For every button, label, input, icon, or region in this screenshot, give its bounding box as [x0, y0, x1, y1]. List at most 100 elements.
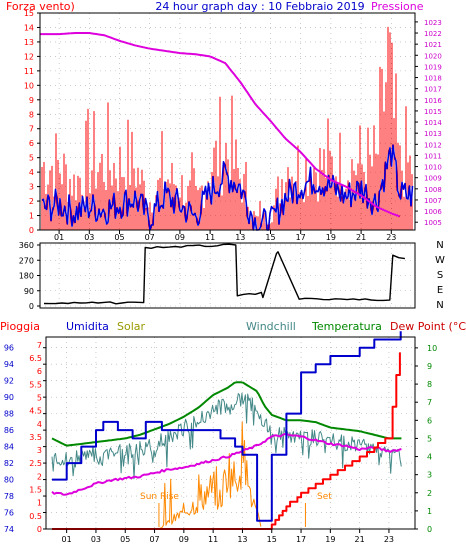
- direction-tick-label: 0: [29, 302, 34, 311]
- wind-tick-label: 1: [29, 212, 34, 221]
- pressure-tick-label: 1016: [424, 97, 442, 105]
- rain-axis-ticks: 0 0.5 1 1.5 2 2.5 3 3.5 4 4.5 5 5.5 6 6.5 7: [29, 341, 42, 534]
- legend-dew: Dew Point (°C): [390, 320, 466, 333]
- pressure-tick-label: 1018: [424, 75, 442, 83]
- humidity-tick-label: 86: [4, 426, 14, 435]
- wind-tick-label: 6: [29, 139, 34, 148]
- temperature-tick-label: 1: [427, 507, 432, 516]
- compass-label-e: E: [437, 285, 443, 296]
- p1-hour-ticks: 01 03 05 07 09 11 13 15 17 19 21 23: [54, 230, 396, 242]
- hour-label: 15: [267, 535, 277, 544]
- humidity-tick-label: 94: [4, 360, 14, 369]
- hour-label: 11: [205, 233, 215, 242]
- direction-tick-label: 90: [24, 287, 34, 296]
- wind-pressure-chart: Forza vento) 24 hour graph day : 10 Febb…: [6, 0, 442, 242]
- temperature-tick-label: 3: [427, 471, 432, 480]
- hour-label: 19: [325, 535, 335, 544]
- p3-frame: [45, 336, 416, 530]
- pressure-tick-label: 1009: [424, 175, 442, 183]
- rain-tick-label: 0: [37, 525, 42, 534]
- pressure-tick-label: 1014: [424, 119, 442, 127]
- temperature-tick-label: 6: [427, 416, 432, 425]
- rain-tick-label: 2: [37, 472, 42, 481]
- direction-tick-label: 180: [19, 272, 34, 281]
- direction-tick-label: 360: [19, 241, 34, 250]
- hour-label: 15: [265, 233, 275, 242]
- wind-tick-label: 8: [29, 110, 34, 119]
- rain-tick-label: 2.5: [29, 459, 42, 468]
- p1-frame: [39, 12, 416, 231]
- pressure-tick-label: 1010: [424, 164, 442, 172]
- humidity-tick-label: 74: [4, 525, 14, 534]
- temperature-axis-ticks: 0 1 2 3 4 5 6 7 8 9 10: [415, 344, 437, 534]
- rain-tick-label: 5: [37, 393, 42, 402]
- temperature-tick-label: 9: [427, 362, 432, 371]
- windchill-line: [51, 392, 402, 480]
- pressure-tick-label: 1007: [424, 197, 442, 205]
- temperature-tick-label: 4: [427, 453, 432, 462]
- solar-line: [158, 421, 262, 530]
- hour-label: 21: [355, 535, 365, 544]
- hour-label: 23: [384, 535, 394, 544]
- pressure-tick-label: 1020: [424, 52, 442, 60]
- wind-tick-label: 0: [29, 226, 34, 235]
- hour-label: 05: [114, 233, 124, 242]
- temperature-humidity-chart: Pioggia Umidita Solar Windchill Temperatura D…: [0, 320, 466, 544]
- wind-tick-label: 13: [24, 38, 34, 47]
- wind-tick-label: 11: [24, 67, 34, 76]
- wind-tick-label: 14: [24, 23, 34, 32]
- pressure-tick-label: 1023: [424, 19, 442, 27]
- rain-tick-label: 1.5: [29, 486, 42, 495]
- hour-label: 11: [208, 535, 218, 544]
- wind-strength-label: Forza vento): [6, 0, 75, 13]
- pressure-tick-label: 1012: [424, 141, 442, 149]
- legend-solar: Solar: [117, 320, 146, 333]
- humidity-tick-label: 80: [4, 476, 14, 485]
- pressure-tick-label: 1005: [424, 219, 442, 227]
- sunset-annotation: Set: [317, 492, 332, 502]
- wind-tick-label: 3: [29, 183, 34, 192]
- direction-axis-ticks: 0 90 180 270 360: [19, 241, 40, 311]
- compass-label-n: N: [436, 240, 443, 251]
- rain-tick-label: 3: [37, 446, 42, 455]
- p3-hour-ticks: 01 03 05 07 09 11 13 15 17 19 21 23: [62, 529, 394, 544]
- hour-label: 03: [84, 233, 94, 242]
- pressure-line: [39, 32, 400, 218]
- temperature-tick-label: 2: [427, 489, 432, 498]
- pressure-label: Pressione: [371, 0, 424, 13]
- wind-tick-label: 9: [29, 96, 34, 105]
- humidity-tick-label: 76: [4, 509, 14, 518]
- pressure-tick-label: 1013: [424, 130, 442, 138]
- wind-speed-line: [41, 144, 414, 231]
- rain-tick-label: 4: [37, 420, 42, 429]
- pressure-tick-label: 1019: [424, 63, 442, 71]
- pressure-tick-label: 1015: [424, 108, 442, 116]
- humidity-tick-label: 88: [4, 410, 14, 419]
- pressure-tick-label: 1011: [424, 152, 442, 160]
- wind-tick-label: 7: [29, 125, 34, 134]
- p3-grid: [46, 337, 415, 530]
- rain-tick-label: 4.5: [29, 407, 42, 416]
- wind-tick-label: 5: [29, 154, 34, 163]
- compass-label-w: W: [435, 255, 445, 266]
- wind-tick-label: 15: [24, 9, 34, 18]
- hour-label: 17: [296, 535, 306, 544]
- temperature-line: [51, 381, 402, 447]
- rain-tick-label: 5.5: [29, 380, 42, 389]
- hour-label: 09: [179, 535, 189, 544]
- hour-label: 01: [62, 535, 72, 544]
- humidity-line: [52, 331, 402, 522]
- hour-label: 17: [296, 233, 306, 242]
- p2-grid: [40, 243, 415, 308]
- hour-label: 05: [120, 535, 130, 544]
- rain-tick-label: 6.5: [29, 354, 42, 363]
- legend: Pioggia Umidita Solar Windchill Temperatura D…: [0, 320, 466, 333]
- rain-tick-label: 0.5: [29, 512, 42, 521]
- annotations: Sun Rise Set: [140, 492, 332, 527]
- wind-direction-line: [43, 243, 406, 305]
